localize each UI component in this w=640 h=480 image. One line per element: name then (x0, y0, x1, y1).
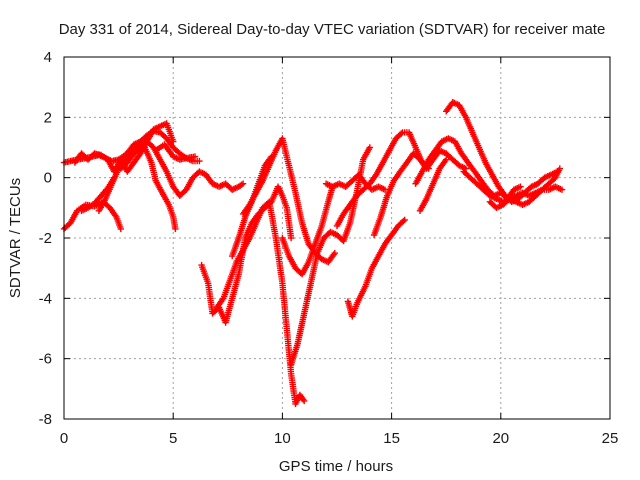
series-arc-19 (416, 156, 450, 214)
y-tick-label: -8 (39, 411, 52, 428)
series-arc-22 (486, 165, 563, 211)
series-arc-20 (443, 99, 561, 205)
series-arc-11 (239, 135, 338, 266)
tick-labels: 0 5 10 15 20 25 -8 -6 -4 -2 0 2 4 (39, 49, 619, 447)
x-tick-label: 0 (60, 430, 68, 447)
data-point (117, 225, 124, 233)
y-tick-label: 2 (44, 109, 52, 126)
data-point (191, 153, 199, 160)
plot-frame (63, 56, 611, 420)
series-arc-5 (95, 141, 179, 233)
x-tick-label: 25 (602, 430, 619, 447)
data-point (239, 180, 247, 187)
data-point (400, 217, 407, 225)
y-tick-label: -4 (39, 290, 52, 307)
data-point (172, 225, 179, 233)
series-arc-9 (213, 198, 308, 408)
data-point (301, 397, 308, 405)
y-tick-label: -2 (39, 230, 52, 247)
data-point (331, 249, 338, 257)
data-point (287, 234, 295, 242)
x-tick-label: 20 (492, 430, 509, 447)
data-point (196, 157, 203, 165)
series-arc-12 (279, 183, 336, 278)
x-tick-label: 15 (383, 430, 400, 447)
series-arc-6 (117, 138, 247, 199)
chart-title: Day 331 of 2014, Sidereal Day-to-day VTE… (59, 21, 606, 38)
series-arc-7 (152, 141, 199, 163)
data-points (60, 99, 566, 408)
data-point (556, 165, 563, 172)
data-point (558, 186, 566, 193)
y-tick-label: -6 (39, 351, 52, 368)
x-axis-label: GPS time / hours (279, 458, 393, 475)
data-point (366, 144, 373, 151)
series-arc-16 (344, 216, 408, 320)
data-point (443, 156, 450, 163)
x-tick-label: 5 (169, 430, 177, 447)
x-tick-label: 10 (274, 430, 291, 447)
series-arc-14 (322, 171, 389, 193)
y-axis-label: SDTVAR / TECUs (7, 178, 24, 298)
data-point (517, 183, 524, 190)
y-tick-label: 0 (44, 170, 52, 187)
y-tick-label: 4 (44, 49, 52, 66)
data-point (401, 216, 408, 224)
data-point (170, 138, 177, 145)
data-point (398, 130, 405, 137)
